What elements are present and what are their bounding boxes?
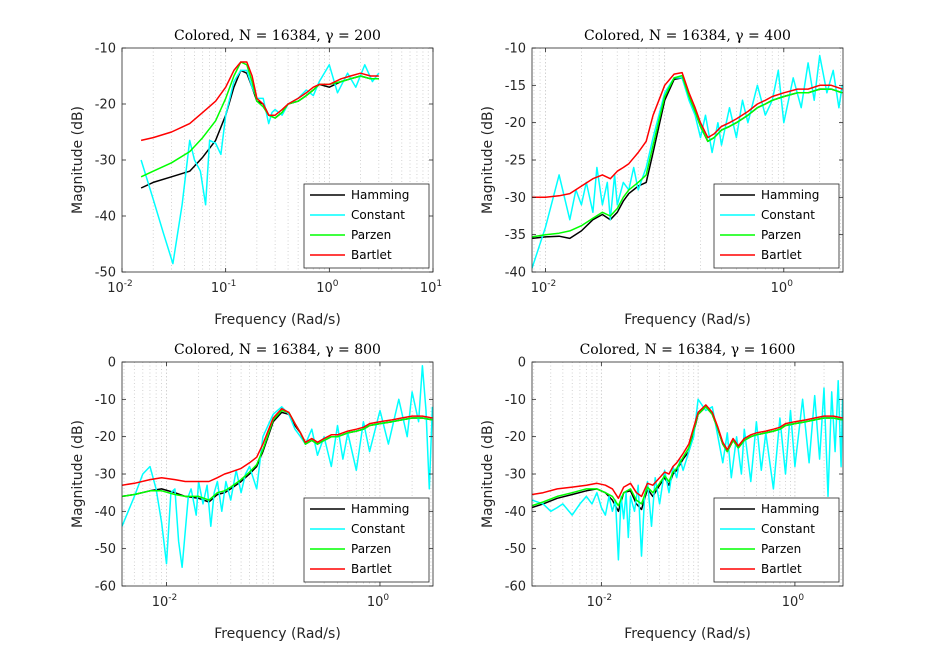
y-tick-label: -40 [505,505,526,520]
y-tick-label: -30 [505,468,526,483]
chart-title: Colored, N = 16384, γ = 1600 [580,342,796,358]
series-group [140,61,380,265]
chart-title: Colored, N = 16384, γ = 800 [174,342,381,358]
x-tick-label: 10-2 [531,279,557,296]
x-axis-label: Frequency (Rad/s) [214,626,341,642]
legend-label: Bartlet [351,248,392,262]
x-tick-label: 10-2 [587,593,613,610]
y-tick-label: -35 [505,228,526,243]
y-tick-label: -10 [505,42,526,57]
legend-label: Parzen [761,228,801,242]
legend-box [713,183,840,269]
series-group [532,54,843,269]
legend-label: Parzen [351,228,391,242]
legend-label: Hamming [351,502,409,516]
y-axis-label: Magnitude (dB) [70,106,86,214]
x-tick-label: 100 [316,279,339,296]
y-axis-label: Magnitude (dB) [480,106,496,214]
legend: Hamming Constant Parzen Bartlet [713,183,840,269]
x-tick-label: 101 [420,279,442,296]
y-tick-label: -20 [95,98,116,113]
legend-label: Parzen [351,542,391,556]
y-tick-label: -20 [505,116,526,131]
legend-label: Constant [761,522,815,536]
chart-title: Colored, N = 16384, γ = 400 [584,28,791,44]
series-line-constant [122,364,433,569]
legend-box [303,183,430,269]
x-axis-label: Frequency (Rad/s) [214,312,341,328]
legend-label: Hamming [761,188,819,202]
subplot-1: -50 -40 -30 -20 -10 10-2 10-1 100 101 Colored, N … [70,28,442,328]
legend: Hamming Constant Parzen Bartlet [303,183,430,269]
y-tick-label: -40 [505,266,526,281]
chart-title: Colored, N = 16384, γ = 200 [174,28,381,44]
x-tick-label: 10-2 [107,279,133,296]
legend-label: Constant [761,208,815,222]
y-tick-label: -50 [95,542,116,557]
legend-label: Hamming [761,502,819,516]
series-line-constant [532,54,843,269]
legend-label: Bartlet [761,562,802,576]
series-group [122,364,433,569]
y-tick-label: 0 [518,356,526,371]
series-line-bartlet [122,407,433,486]
y-tick-label: -50 [95,266,116,281]
legend-label: Constant [351,522,405,536]
y-axis-label: Magnitude (dB) [70,420,86,528]
legend-label: Parzen [761,542,801,556]
y-tick-label: -30 [505,191,526,206]
y-tick-label: -60 [505,580,526,595]
subplot-2: -40 -35 -30 -25 -20 -15 -10 10-2 100 Colored, N =… [480,28,844,328]
y-tick-label: -20 [95,430,116,445]
legend-label: Bartlet [351,562,392,576]
legend-label: Constant [351,208,405,222]
legend-label: Hamming [351,188,409,202]
subplot-3: -60 -50 -40 -30 -20 -10 0 10-2 100 Colored, N = 1… [70,342,434,642]
legend-box [713,497,840,583]
x-tick-label: 100 [771,279,794,296]
x-axis-label: Frequency (Rad/s) [624,312,751,328]
y-tick-label: -30 [95,468,116,483]
series-line-bartlet [532,404,843,500]
series-line-bartlet [532,71,843,199]
y-tick-label: -10 [95,42,116,57]
y-tick-label: -25 [505,154,526,169]
x-tick-label: 10-1 [211,279,237,296]
y-tick-label: -30 [95,154,116,169]
y-tick-label: -50 [505,542,526,557]
series-line-parzen [532,74,843,238]
series-line-parzen [532,406,843,507]
y-tick-label: -40 [95,505,116,520]
x-tick-label: 10-2 [152,593,178,610]
x-tick-label: 100 [367,593,390,610]
subplot-4: -60 -50 -40 -30 -20 -10 0 10-2 100 Colored, N = 1… [480,342,844,642]
series-line-bartlet [140,61,379,142]
legend-box [303,497,430,583]
y-tick-label: -10 [95,393,116,408]
y-tick-label: -15 [505,79,526,94]
y-tick-label: 0 [108,356,116,371]
legend-label: Bartlet [761,248,802,262]
y-axis-label: Magnitude (dB) [480,420,496,528]
x-axis-label: Frequency (Rad/s) [624,626,751,642]
y-tick-label: -60 [95,580,116,595]
legend: Hamming Constant Parzen Bartlet [303,497,430,583]
y-tick-label: -40 [95,210,116,225]
y-tick-label: -10 [505,393,526,408]
legend: Hamming Constant Parzen Bartlet [713,497,840,583]
series-group [532,379,843,561]
y-tick-label: -20 [505,430,526,445]
x-tick-label: 100 [782,593,805,610]
x-grid [533,362,842,586]
